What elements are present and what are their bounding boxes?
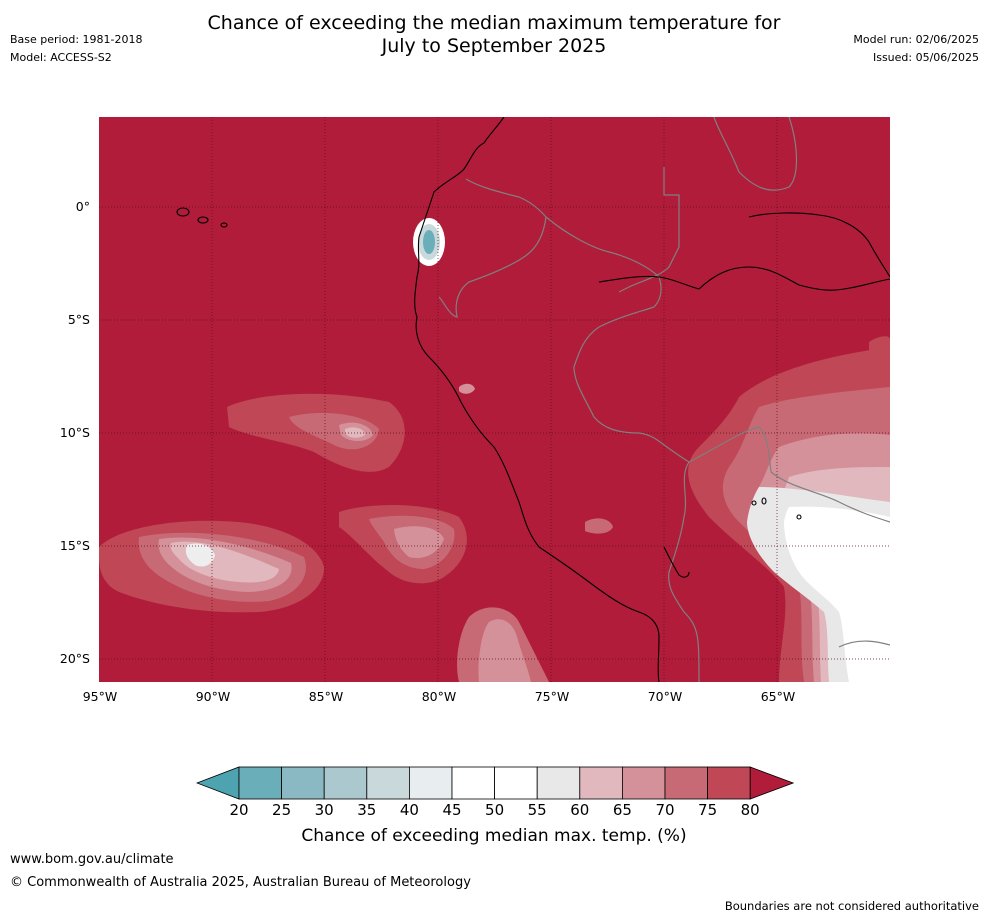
galapagos-island-3: [220, 222, 228, 228]
colorbar-bin-40: [408, 766, 453, 800]
colorbar-bin-45: [451, 766, 495, 800]
contour-north-east: [869, 336, 890, 367]
colorbar-bin-25: [281, 766, 325, 800]
colorbar-low-extend: [196, 766, 240, 800]
contour-ocean-southwest-white: [185, 543, 215, 567]
model-text: Model: ACCESS-S2: [10, 51, 112, 64]
x-tick-70w: 70°W: [647, 689, 683, 704]
x-tick-65w: 65°W: [760, 689, 796, 704]
source-url: www.bom.gov.au/climate: [10, 852, 174, 867]
colorbar-bin-50: [494, 766, 538, 800]
border-venezuela: [618, 167, 680, 293]
colorbar-tick-20: 20: [229, 801, 249, 819]
colorbar-tick-50: 50: [485, 801, 505, 819]
small-lake-1: [761, 497, 767, 505]
coastlines: [176, 117, 890, 682]
y-tick-20s: 20°S: [59, 651, 90, 666]
probability-contours: [99, 218, 890, 682]
small-lake-2: [751, 500, 757, 506]
forecast-map: [99, 117, 890, 682]
map-title: Chance of exceeding the median maximum t…: [0, 12, 988, 58]
base-period-text: Base period: 1981-2018: [10, 33, 143, 46]
colorbar-tick-45: 45: [442, 801, 462, 819]
colorbar-tick-55: 55: [527, 801, 547, 819]
galapagos-island-1: [176, 207, 190, 217]
coastline-amazon-river: [598, 266, 890, 291]
colorbar-title: Chance of exceeding median max. temp. (%…: [301, 826, 687, 846]
header-right: Model run: 02/06/2025 Issued: 05/06/2025: [853, 31, 979, 67]
x-tick-90w: 90°W: [195, 689, 231, 704]
border-bolivia-brazil: [688, 426, 890, 523]
colorbar-bin-35: [366, 766, 410, 800]
colorbar-tick-70: 70: [655, 801, 675, 819]
colorbar-bin-75: [707, 766, 751, 800]
coastline-amazon-north: [748, 212, 890, 278]
border-paraguay: [838, 640, 890, 648]
colorbar-tick-60: 60: [570, 801, 590, 819]
colorbar-tick-40: 40: [399, 801, 419, 819]
map-title-line1: Chance of exceeding the median maximum t…: [207, 12, 781, 34]
x-tick-95w: 95°W: [82, 689, 118, 704]
copyright-text: © Commonwealth of Australia 2025, Austra…: [10, 875, 471, 890]
colorbar-tick-35: 35: [357, 801, 377, 819]
border-peru-brazil: [573, 306, 690, 463]
colorbar-tick-30: 30: [314, 801, 334, 819]
colorbar-bin-60: [579, 766, 623, 800]
small-lake-3: [796, 514, 802, 520]
coastline-pacific: [414, 117, 660, 682]
lake-titicaca: [663, 546, 690, 578]
contour-ocean-central-core: [394, 526, 444, 559]
border-ecuador-colombia: [465, 178, 547, 218]
colorbar-bin-55: [536, 766, 581, 800]
border-peru-bolivia: [668, 461, 700, 682]
colorbar-bin-70: [664, 766, 708, 800]
model-run-text: Model run: 02/06/2025: [853, 33, 979, 46]
colorbar-bin-30: [323, 766, 368, 800]
contour-small-blob: [585, 518, 613, 534]
y-tick-5s: 5°S: [67, 312, 90, 327]
country-borders: [438, 117, 890, 682]
issued-text: Issued: 05/06/2025: [872, 51, 979, 64]
x-tick-80w: 80°W: [421, 689, 457, 704]
contour-ecuador-core: [423, 230, 435, 254]
border-ecuador-peru: [438, 216, 547, 318]
graticule: [99, 117, 890, 682]
border-colombia-brazil: [545, 216, 662, 308]
colorbar-tick-75: 75: [698, 801, 718, 819]
galapagos-island-2: [197, 216, 209, 224]
y-tick-0: 0°: [75, 199, 90, 214]
colorbar-tick-25: 25: [272, 801, 292, 819]
colorbar-bin-65: [621, 766, 666, 800]
colorbar-high-extend: [749, 766, 794, 800]
x-tick-75w: 75°W: [534, 689, 570, 704]
contour-ocean-south-inner: [478, 619, 531, 682]
y-tick-10s: 10°S: [59, 425, 90, 440]
y-tick-15s: 15°S: [59, 538, 90, 553]
border-guyana: [713, 117, 798, 191]
colorbar-bin-20: [238, 766, 282, 800]
contour-ocean-north-center: [345, 427, 365, 438]
header-left: Base period: 1981-2018 Model: ACCESS-S2: [10, 31, 142, 67]
contour-small-blob2: [459, 383, 475, 394]
colorbar-tick-80: 80: [740, 801, 760, 819]
x-tick-85w: 85°W: [308, 689, 344, 704]
colorbar-tick-65: 65: [612, 801, 632, 819]
boundary-disclaimer: Boundaries are not considered authoritat…: [724, 899, 979, 913]
map-title-line2: July to September 2025: [381, 35, 607, 57]
colorbar: [196, 766, 794, 800]
contour-bolivia-white: [784, 506, 890, 682]
